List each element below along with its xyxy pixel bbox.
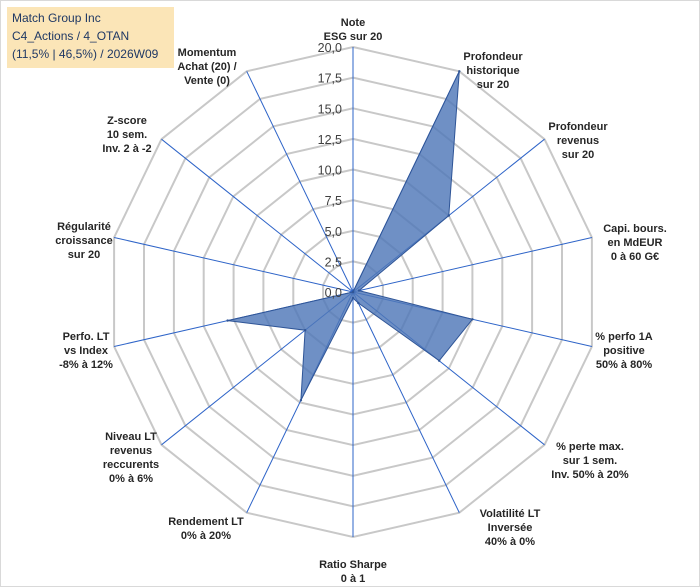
tick-label: 5,0 (325, 225, 342, 239)
axis-spoke (352, 291, 460, 513)
axis-label: Capi. bours. en MdEUR 0 à 60 G€ (603, 223, 667, 263)
axis-label: % perte max. sur 1 sem. Inv. 50% à 20% (551, 441, 629, 481)
axis-spoke (246, 71, 354, 293)
axis-label: Momentum Achat (20) / Vente (0) (177, 47, 236, 87)
axis-label: Volatilité LT Inversée 40% à 0% (480, 508, 541, 548)
axis-label: Ratio Sharpe 0 à 1 (319, 559, 387, 585)
tick-label: 7,5 (325, 194, 342, 208)
data-point (357, 301, 360, 305)
title-stats: (11,5% | 46,5%) / 2026W09 (12, 47, 159, 61)
data-point (303, 329, 307, 332)
title-company: Match Group Inc (12, 11, 101, 25)
axis-spoke (113, 237, 354, 293)
data-point (351, 296, 355, 300)
data-point (438, 359, 441, 362)
title-category: C4_Actions / 4_OTAN (12, 29, 130, 43)
tick-label: 15,0 (318, 102, 342, 116)
data-point (447, 214, 450, 217)
data-point (471, 318, 474, 321)
axis-label: Profondeur historique sur 20 (463, 51, 523, 91)
axis-label: Note ESG sur 20 (324, 17, 383, 43)
axis-spoke (161, 138, 354, 293)
axis-label: Niveau LT revenus reccurents 0% à 6% (103, 431, 159, 485)
axis-label: Z-score 10 sem. Inv. 2 à -2 (102, 115, 151, 155)
axis-label: % perfo 1A positive 50% à 80% (595, 331, 653, 371)
axis-label: Régularité croissance sur 20 (55, 221, 112, 261)
tick-label: 20,0 (318, 41, 342, 55)
data-point (357, 289, 361, 292)
axis-label: Rendement LT 0% à 20% (168, 516, 244, 542)
data-point (351, 290, 355, 294)
data-point (226, 319, 229, 322)
data-point (458, 70, 461, 73)
tick-label: 0,0 (325, 286, 342, 300)
tick-label: 17,5 (318, 72, 342, 86)
tick-label: 10,0 (318, 164, 342, 178)
axis-label: Perfo. LT vs Index -8% à 12% (59, 331, 113, 371)
data-point (299, 399, 303, 402)
axis-label: Profondeur revenus sur 20 (548, 121, 608, 161)
series-area (227, 71, 474, 401)
chart-title-box: Match Group Inc C4_Actions / 4_OTAN (11,… (7, 7, 174, 68)
tick-label: 2,5 (325, 255, 342, 269)
tick-label: 12,5 (318, 133, 342, 147)
axis-spoke (352, 237, 593, 293)
